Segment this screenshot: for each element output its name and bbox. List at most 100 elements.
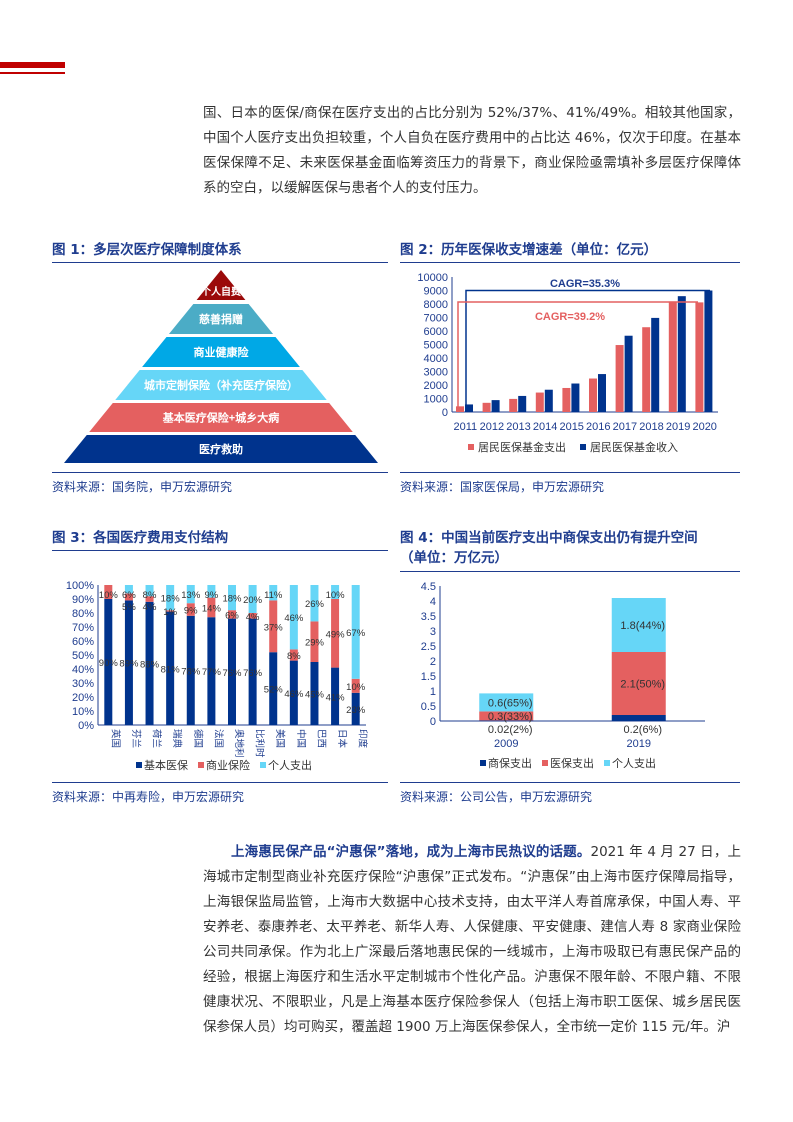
x-tick-label: 2016 (586, 421, 610, 433)
data-label: 26% (305, 599, 325, 610)
data-label: 0.6(65%) (488, 697, 533, 709)
data-label: 10% (346, 682, 366, 693)
bar (228, 618, 236, 725)
fig4-title-line1: 图 4：中国当前医疗支出中商保支出仍有提升空间 (400, 530, 698, 546)
bar (269, 600, 278, 653)
bar (509, 398, 518, 412)
y-tick-label: 7000 (424, 313, 448, 325)
data-label: 0.3(33%) (488, 711, 533, 723)
y-tick-label: 100% (66, 580, 94, 592)
legend-swatch (542, 760, 548, 766)
bottom-paragraph-body: 2021 年 4 月 27 日，上海城市定制型商业补充医疗保险“沪惠保”正式发布… (203, 844, 741, 1035)
y-tick-label: 90% (72, 594, 94, 606)
bar (248, 613, 257, 619)
legend-swatch (198, 762, 204, 768)
bar (331, 599, 340, 668)
x-tick-label: 芬兰 (130, 729, 142, 748)
cagr-arrow (457, 301, 698, 412)
bar (624, 335, 633, 412)
data-label: 1.8(44%) (620, 620, 665, 632)
data-label: 0.2(6%) (623, 724, 662, 736)
bar (248, 618, 257, 725)
x-tick-label: 比利时 (254, 729, 266, 758)
bar (186, 585, 195, 604)
x-tick-label: 2019 (627, 738, 651, 750)
bar (544, 389, 553, 412)
legend-label: 商业保险 (206, 758, 250, 772)
legend-swatch (136, 762, 142, 768)
data-label: 67% (346, 628, 366, 639)
bar (518, 395, 527, 412)
pyramid-layer-label: 基本医疗保险+城乡大病 (162, 411, 279, 425)
data-label: 88% (140, 659, 160, 670)
data-label: 4% (143, 602, 157, 613)
bar (269, 585, 278, 601)
bar (465, 404, 473, 412)
cagr-arrow (465, 289, 710, 412)
header-mark (0, 62, 65, 68)
bar (104, 585, 113, 599)
data-label: 1% (163, 607, 177, 618)
fig2-title: 图 2：历年医保收支增速差（单位：亿元） (400, 240, 740, 263)
legend-label: 个人支出 (268, 758, 312, 772)
bar (491, 400, 500, 412)
pyramid-layer (64, 435, 378, 463)
x-tick-label: 2013 (506, 421, 530, 433)
data-label: 46% (284, 689, 304, 700)
bar (166, 585, 175, 611)
data-label: 76% (222, 668, 242, 679)
y-tick-label: 30% (72, 678, 94, 690)
bar (124, 593, 133, 601)
data-label: 52% (264, 685, 284, 696)
bar (269, 652, 278, 725)
x-tick-label: 奥地利 (233, 729, 245, 758)
y-tick-label: 20% (72, 692, 94, 704)
bar (535, 392, 544, 412)
data-label: 29% (305, 638, 325, 649)
y-tick-label: 0% (78, 720, 94, 732)
x-tick-label: 2014 (533, 421, 557, 433)
bar (351, 678, 360, 693)
data-label: 77% (202, 667, 222, 678)
pyramid-layer (196, 270, 246, 300)
bar (166, 611, 175, 725)
bar (479, 693, 534, 712)
data-label: 14% (202, 603, 222, 614)
y-tick-label: 4000 (424, 353, 448, 365)
bar (289, 649, 298, 661)
bar (145, 585, 154, 597)
bar (642, 327, 651, 412)
fig4-title: 图 4：中国当前医疗支出中商保支出仍有提升空间 （单位：万亿元） (400, 528, 740, 570)
bar (611, 598, 666, 652)
bar (704, 290, 713, 412)
annotation: CAGR=39.2% (535, 311, 605, 323)
bar (331, 667, 340, 725)
legend-swatch (580, 444, 586, 450)
bottom-paragraph: 上海惠民保产品“沪惠保”落地，成为上海市民热议的话题。2021 年 4 月 27… (203, 840, 741, 1040)
bar (145, 601, 154, 725)
header-mark-thin (0, 72, 65, 74)
annotation: CAGR=35.3% (550, 278, 620, 290)
bar (695, 302, 704, 412)
x-tick-label: 2018 (639, 421, 663, 433)
y-tick-label: 10% (72, 706, 94, 718)
bar (571, 383, 580, 412)
fig3-title: 图 3：各国医疗费用支付结构 (52, 528, 388, 551)
data-label: 20% (243, 595, 263, 606)
bar (186, 615, 195, 725)
bar (104, 599, 113, 725)
x-tick-label: 2015 (559, 421, 583, 433)
pyramid-layer (168, 304, 274, 334)
bar (589, 378, 597, 412)
y-tick-label: 3000 (424, 367, 448, 379)
bar (166, 610, 175, 612)
data-label: 8% (143, 590, 157, 601)
top-paragraph: 国、日本的医保/商保在医疗支出的占比分别为 52%/37%、41%/49%。相较… (203, 105, 741, 196)
data-label: 9% (205, 590, 219, 601)
data-label: 4% (246, 612, 260, 623)
bar (289, 660, 298, 725)
y-tick-label: 4.5 (421, 581, 436, 593)
data-label: 0.02(2%) (488, 724, 533, 736)
data-label: 10% (326, 590, 346, 601)
legend-label: 医保支出 (550, 756, 594, 770)
